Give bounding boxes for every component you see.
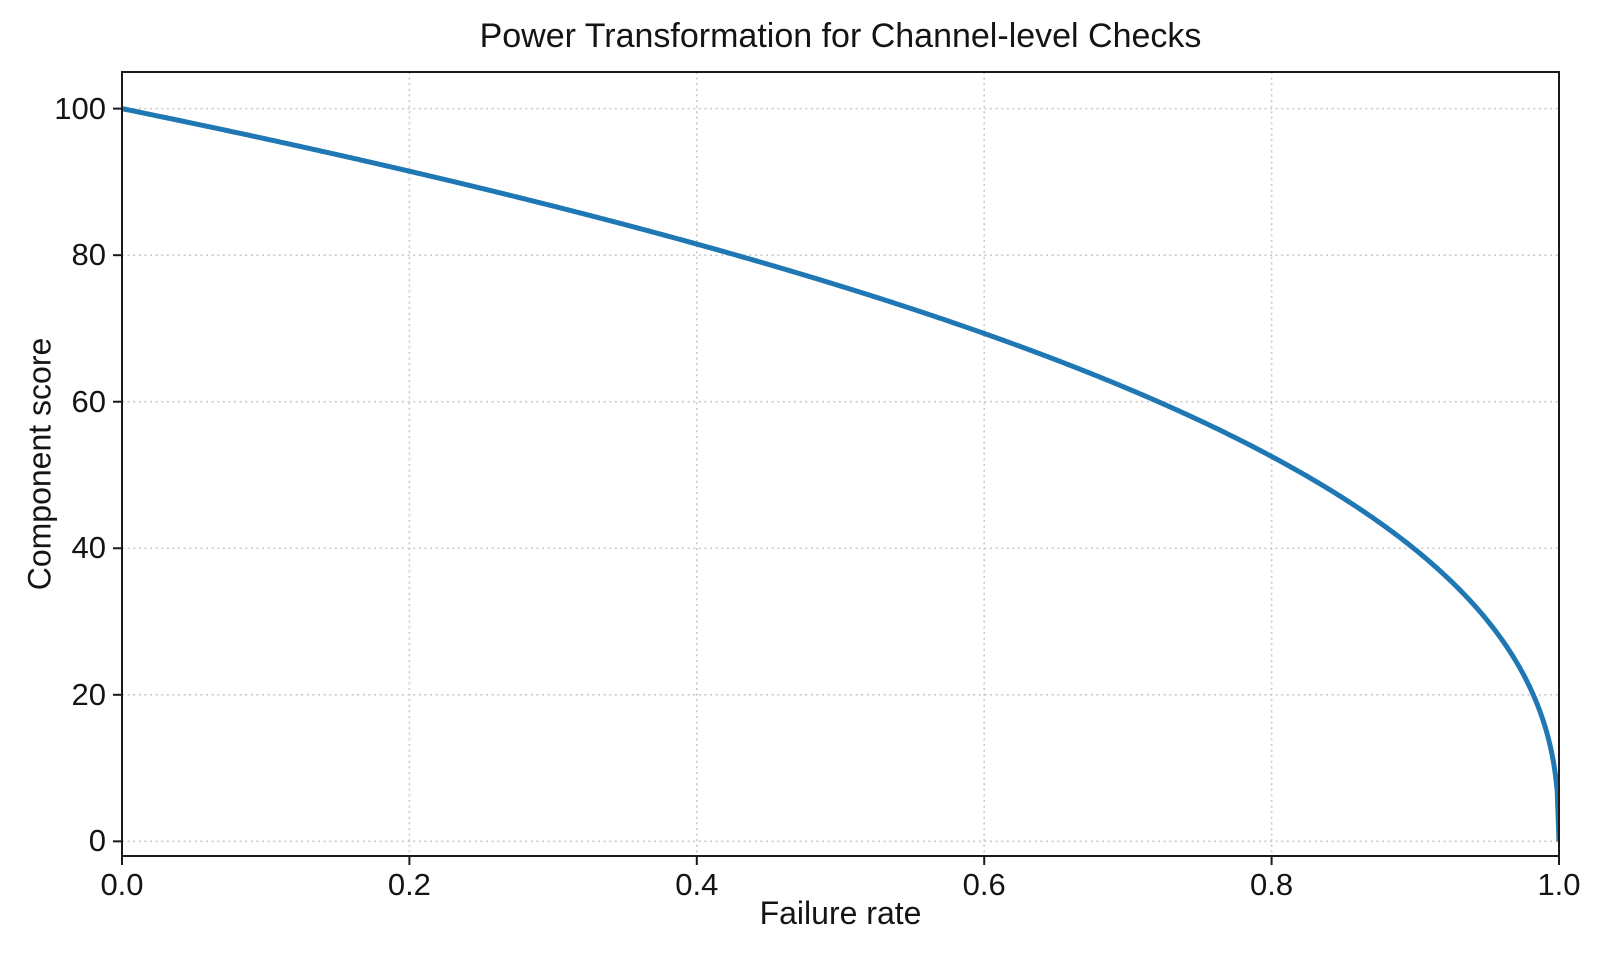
x-tick-label: 0.0 (100, 867, 144, 902)
x-tick-label: 0.4 (675, 867, 719, 902)
x-tick-label: 0.2 (387, 867, 431, 902)
x-tick-label: 0.6 (962, 867, 1006, 902)
x-tick-label: 0.8 (1250, 867, 1294, 902)
series-curve (122, 106, 1559, 842)
plot-border (121, 71, 1560, 857)
y-tick-label: 80 (71, 237, 106, 273)
chart-title: Power Transformation for Channel-level C… (479, 17, 1202, 55)
y-tick-label: 100 (54, 90, 106, 126)
y-tick-label: 60 (71, 383, 106, 419)
y-tick-label: 20 (71, 676, 106, 712)
x-axis-label: Failure rate (759, 895, 922, 931)
y-tick-label: 0 (88, 823, 106, 859)
y-tick-label: 40 (71, 530, 106, 566)
x-tick-label: 1.0 (1537, 867, 1581, 902)
